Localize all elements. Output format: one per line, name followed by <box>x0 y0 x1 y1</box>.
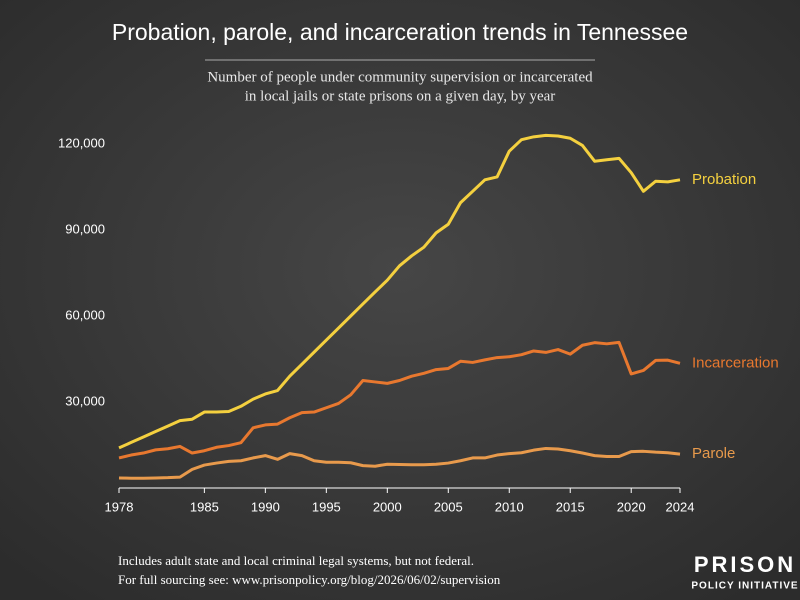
x-tick-label: 1978 <box>105 499 134 514</box>
x-tick-label: 2015 <box>556 499 585 514</box>
y-tick-label: 30,000 <box>65 393 105 408</box>
chart-title: Probation, parole, and incarceration tre… <box>112 19 688 45</box>
series-label: Probation <box>692 171 756 188</box>
logo: PRISON <box>694 552 796 577</box>
y-tick-label: 90,000 <box>65 221 105 236</box>
x-tick-label: 1995 <box>312 499 341 514</box>
series-line <box>118 340 681 460</box>
y-tick-label: 120,000 <box>58 135 105 150</box>
x-tick-label: 2020 <box>617 499 646 514</box>
series-label: Incarceration <box>692 354 779 371</box>
subtitle: Number of people under community supervi… <box>207 69 593 85</box>
logo: POLICY INITIATIVE <box>691 581 798 592</box>
series-label: Parole <box>692 445 735 462</box>
x-tick-label: 2010 <box>495 499 524 514</box>
x-tick-label: 2024 <box>666 499 695 514</box>
x-tick-label: 2000 <box>373 499 402 514</box>
footnote: For full sourcing see: www.prisonpolicy.… <box>118 572 501 587</box>
x-tick-label: 1985 <box>190 499 219 514</box>
series-line <box>118 446 681 480</box>
subtitle: in local jails or state prisons on a giv… <box>245 88 556 104</box>
footnote: Includes adult state and local criminal … <box>118 553 474 568</box>
series-line <box>118 133 681 450</box>
y-tick-label: 60,000 <box>65 307 105 322</box>
x-tick-label: 2005 <box>434 499 463 514</box>
x-tick-label: 1990 <box>251 499 280 514</box>
